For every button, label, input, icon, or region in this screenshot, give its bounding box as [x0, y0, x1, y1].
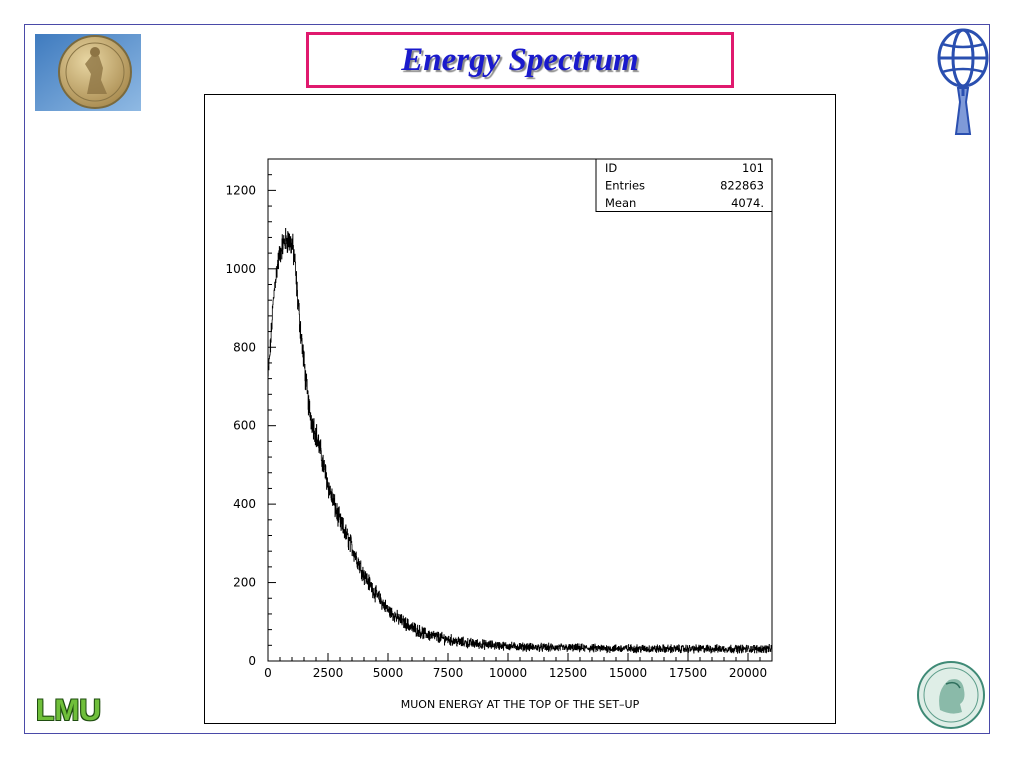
x-tick-label: 2500: [313, 666, 344, 680]
stats-value: 822863: [720, 179, 764, 193]
histogram-series: [267, 228, 773, 654]
x-tick-label: 0: [264, 666, 272, 680]
x-tick-label: 20000: [729, 666, 767, 680]
x-tick-label: 7500: [433, 666, 464, 680]
y-tick-label: 600: [233, 419, 256, 433]
y-tick-label: 0: [248, 654, 256, 668]
lmu-logo-text: LMU: [36, 694, 101, 727]
plot-frame: [267, 158, 773, 662]
stats-box: ID 101 Entries 822863 Mean 4074.: [595, 158, 773, 212]
x-tick-label: 12500: [549, 666, 587, 680]
histogram-chart: 0 2500 5000 7500 10000 12500 15000 17500 20000 0 2…: [225, 158, 773, 711]
chart-panel: 0 2500 5000 7500 10000 12500 15000 17500 20000 0 2…: [204, 94, 836, 724]
stats-label: ID: [605, 161, 617, 175]
stats-value: 101: [742, 161, 764, 175]
slide-title: Energy Spectrum: [401, 41, 639, 78]
max-planck-logo-icon: [916, 660, 986, 730]
title-box: Energy Spectrum: [306, 32, 734, 88]
medallion-logo-icon: [35, 34, 141, 111]
x-tick-label: 10000: [489, 666, 527, 680]
x-tick-label: 17500: [669, 666, 707, 680]
x-axis-label: MUON ENERGY AT THE TOP OF THE SET–UP: [401, 698, 640, 711]
y-tick-label: 400: [233, 497, 256, 511]
stats-box-frame: [595, 158, 773, 212]
stats-label: Mean: [605, 196, 636, 210]
stats-value: 4074.: [731, 196, 764, 210]
y-tick-label: 800: [233, 340, 256, 354]
atlas-logo-icon: [934, 26, 992, 138]
x-tick-label: 5000: [373, 666, 404, 680]
lmu-logo-icon: LMU: [36, 694, 101, 728]
stats-label: Entries: [605, 179, 645, 193]
slide-frame: [24, 24, 990, 734]
y-tick-label: 1200: [225, 183, 256, 197]
y-tick-label: 200: [233, 576, 256, 590]
y-tick-label: 1000: [225, 262, 256, 276]
x-tick-label: 15000: [609, 666, 647, 680]
